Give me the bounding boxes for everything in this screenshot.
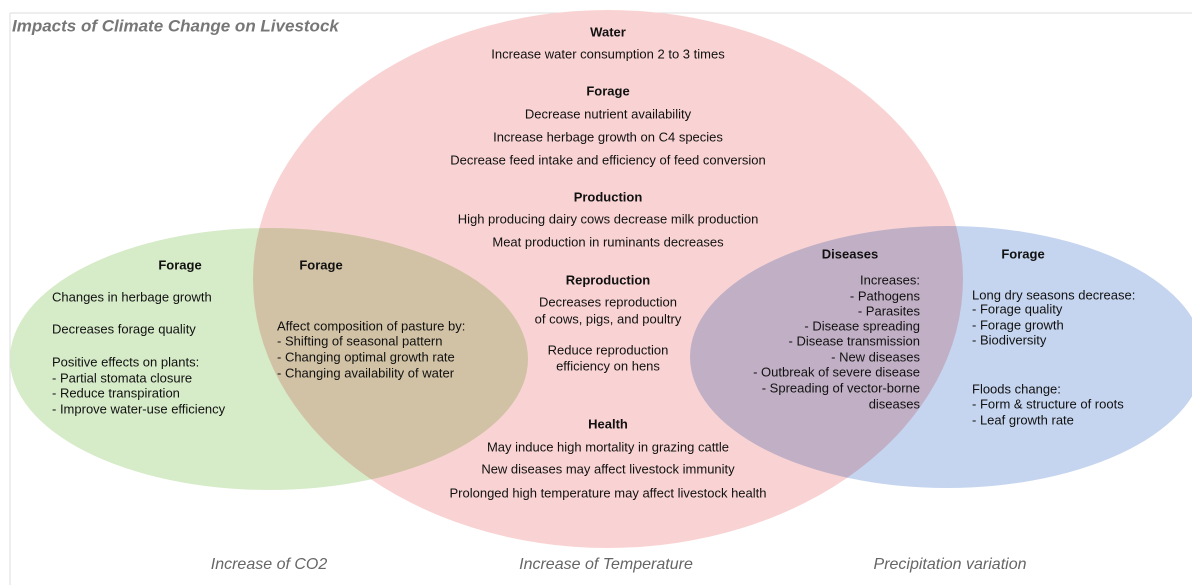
region-line: - Pathogens <box>850 288 921 303</box>
region-line: - Spreading of vector-borne <box>762 380 920 395</box>
region-line: Floods change: <box>972 381 1061 396</box>
region-heading: Forage <box>586 83 629 98</box>
region-line: - Biodiversity <box>972 332 1047 347</box>
region-line: - Disease transmission <box>789 333 921 348</box>
region-line: efficiency on hens <box>556 358 660 373</box>
factor-label: Precipitation variation <box>874 556 1027 573</box>
region-heading: Forage <box>158 257 201 272</box>
region-heading: Forage <box>299 257 342 272</box>
region-line: of cows, pigs, and poultry <box>535 311 682 326</box>
region-line: Decrease nutrient availability <box>525 106 692 121</box>
region-heading: Forage <box>1001 246 1044 261</box>
region-line: - Forage growth <box>972 317 1064 332</box>
region-line: - Forage quality <box>972 301 1063 316</box>
region-line: Prolonged high temperature may affect li… <box>450 485 767 500</box>
co2-ellipse <box>10 228 528 490</box>
region-line: Changes in herbage growth <box>52 289 212 304</box>
region-line: - New diseases <box>831 349 920 364</box>
region-line: Decreases reproduction <box>539 294 677 309</box>
factor-label: Increase of CO2 <box>211 556 328 573</box>
region-line: Positive effects on plants: <box>52 354 199 369</box>
region-line: diseases <box>869 396 921 411</box>
region-line: - Changing availability of water <box>277 365 455 380</box>
region-line: - Reduce transpiration <box>52 385 180 400</box>
region-line: May induce high mortality in grazing cat… <box>487 439 729 454</box>
region-heading: Production <box>574 189 643 204</box>
region-line: Decreases forage quality <box>52 321 196 336</box>
region-line: New diseases may affect livestock immuni… <box>481 461 735 476</box>
region-line: Meat production in ruminants decreases <box>492 234 724 249</box>
region-line: Increases: <box>860 272 920 287</box>
region-heading: Health <box>588 416 628 431</box>
region-line: - Shifting of seasonal pattern <box>277 333 443 348</box>
region-line: - Parasites <box>858 303 921 318</box>
region-line: Increase water consumption 2 to 3 times <box>491 46 725 61</box>
region-heading: Diseases <box>822 246 878 261</box>
region-line: - Outbreak of severe disease <box>753 364 920 379</box>
region-line: Long dry seasons decrease: <box>972 287 1135 302</box>
region-line: Affect composition of pasture by: <box>277 318 465 333</box>
region-line: - Improve water-use efficiency <box>52 401 226 416</box>
region-line: Reduce reproduction <box>548 342 669 357</box>
region-line: Decrease feed intake and efficiency of f… <box>450 152 766 167</box>
precipitation-ellipse <box>690 226 1192 488</box>
region-line: - Form & structure of roots <box>972 396 1124 411</box>
region-heading: Water <box>590 24 626 39</box>
region-line: - Changing optimal growth rate <box>277 349 455 364</box>
region-line: High producing dairy cows decrease milk … <box>458 211 759 226</box>
region-line: - Disease spreading <box>804 318 920 333</box>
factor-label: Increase of Temperature <box>519 556 693 573</box>
region-line: Increase herbage growth on C4 species <box>493 129 723 144</box>
region-line: - Partial stomata closure <box>52 370 192 385</box>
title: Impacts of Climate Change on Livestock <box>12 16 340 35</box>
region-line: - Leaf growth rate <box>972 412 1074 427</box>
region-heading: Reproduction <box>566 272 651 287</box>
